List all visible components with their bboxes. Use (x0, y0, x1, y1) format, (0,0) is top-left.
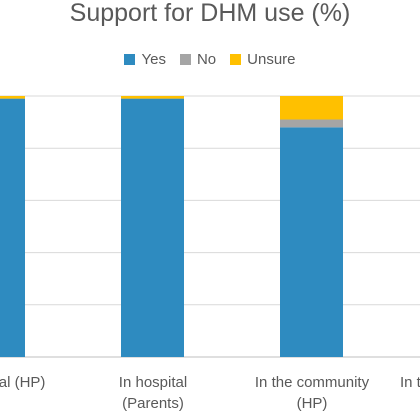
legend-swatch-unsure (230, 53, 242, 65)
chart-title: Support for DHM use (%) (69, 0, 351, 27)
bar-no-3 (280, 119, 343, 128)
bar-yes-1 (0, 98, 25, 358)
category-label-3: In the community (HP) (232, 372, 392, 414)
category-label-4-line1: In t (400, 374, 420, 391)
category-label-1-line1: tal (HP) (0, 374, 46, 391)
bar-unsure-2 (121, 96, 184, 99)
category-label-3-line1: In the community (254, 374, 370, 391)
bar-yes-2 (121, 98, 184, 358)
category-label-3-line2: (HP) (296, 395, 328, 412)
bar-yes-3 (280, 127, 343, 357)
legend-swatch-no (179, 53, 191, 65)
legend-label-unsure: Unsure (247, 50, 296, 68)
legend-swatch-yes (124, 53, 136, 65)
category-label-2-line2: (Parents) (122, 395, 184, 412)
bar-unsure-3 (280, 96, 343, 120)
category-label-4: In t (400, 372, 420, 393)
category-label-2: In hospital (Parents) (73, 372, 233, 414)
legend-label-yes: Yes (141, 50, 166, 68)
category-label-1: tal (HP) (0, 372, 100, 393)
category-label-2-line1: In hospital (118, 374, 188, 391)
bar-unsure-1 (0, 96, 25, 99)
legend-item-unsure: Unsure (230, 50, 296, 68)
legend-item-yes: Yes (124, 50, 166, 68)
legend-label-no: No (196, 50, 217, 68)
legend: Yes No Unsure (0, 49, 420, 69)
legend-item-no: No (179, 50, 217, 68)
